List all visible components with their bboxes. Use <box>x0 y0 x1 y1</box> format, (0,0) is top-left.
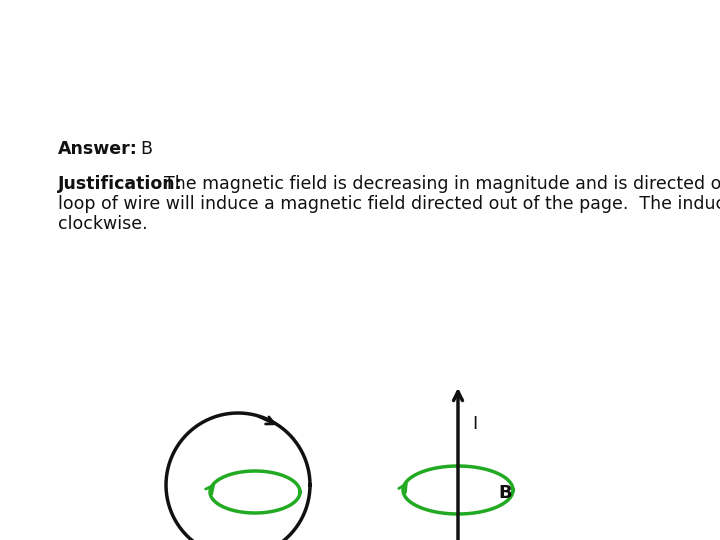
Text: Answer:: Answer: <box>58 140 138 158</box>
Text: Solution: Solution <box>140 38 297 71</box>
Text: clockwise.: clockwise. <box>58 215 148 233</box>
Text: I: I <box>472 415 477 433</box>
Text: B: B <box>130 140 153 158</box>
Text: Justification:: Justification: <box>58 175 183 193</box>
Text: loop of wire will induce a magnetic field directed out of the page.  The induced: loop of wire will induce a magnetic fiel… <box>58 195 720 213</box>
Text: B: B <box>498 484 512 502</box>
Text: The magnetic field is decreasing in magnitude and is directed out of the page.  : The magnetic field is decreasing in magn… <box>153 175 720 193</box>
